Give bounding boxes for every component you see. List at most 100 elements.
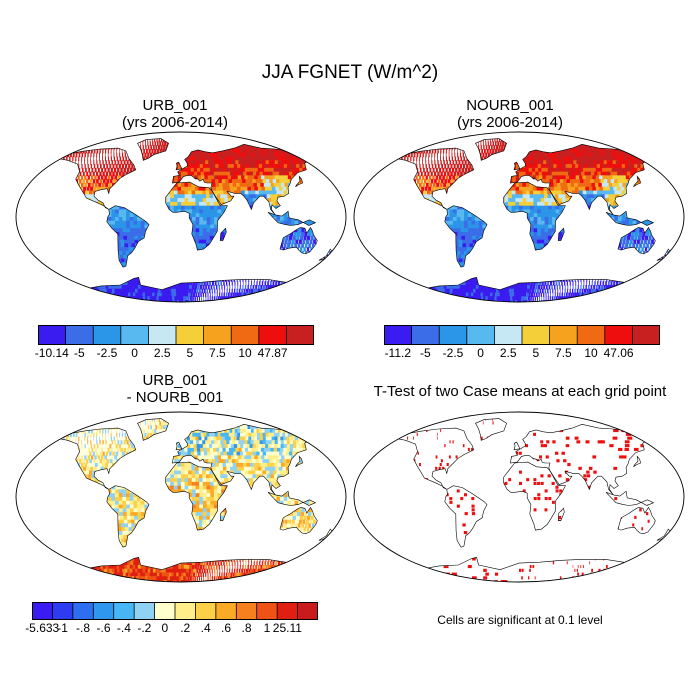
grid-cell: [400, 145, 405, 150]
grid-cell: [184, 198, 189, 203]
grid-cell: [543, 164, 549, 169]
grid-cell: [91, 292, 101, 297]
grid-cell: [60, 149, 64, 154]
grid-cell: [222, 167, 228, 173]
grid-cell: [197, 167, 202, 173]
grid-cell: [133, 217, 138, 222]
grid-cell: [191, 232, 196, 237]
grid-cell: [227, 164, 233, 169]
grid-cell: [110, 152, 112, 158]
grid-cell: [241, 160, 247, 165]
grid-cell: [284, 239, 288, 245]
grid-cell: [140, 285, 146, 290]
grid-cell: [96, 156, 97, 161]
grid-cell: [399, 152, 402, 158]
grid-cell: [194, 296, 196, 301]
grid-cell: [270, 292, 276, 297]
grid-cell: [129, 160, 132, 165]
grid-cell: [440, 152, 441, 158]
grid-cell: [296, 281, 300, 286]
grid-cell: [259, 138, 269, 143]
grid-cell: [121, 149, 123, 154]
grid-cell: [121, 300, 131, 302]
grid-cell: [372, 172, 373, 176]
grid-cell: [221, 209, 226, 214]
grid-cell: [219, 296, 222, 301]
grid-cell: [446, 160, 448, 165]
grid-cell: [181, 288, 184, 294]
grid-cell: [606, 164, 613, 169]
grid-cell: [533, 152, 538, 158]
grid-cell: [277, 141, 287, 146]
grid-cell: [37, 266, 44, 270]
grid-cell: [214, 152, 220, 158]
grid-cell: [105, 152, 106, 158]
grid-cell: [241, 300, 248, 302]
grid-cell: [287, 217, 292, 222]
grid-cell: [142, 145, 144, 150]
grid-cell: [177, 190, 182, 195]
grid-cell: [212, 164, 217, 169]
grid-cell: [606, 138, 616, 143]
grid-cell: [106, 164, 109, 169]
grid-cell: [382, 164, 383, 168]
grid-cell: [496, 138, 498, 143]
grid-cell: [227, 175, 233, 180]
grid-cell: [186, 288, 189, 294]
grid-cell: [289, 235, 293, 241]
grid-cell: [195, 186, 200, 192]
grid-cell: [213, 171, 219, 177]
grid-cell: [61, 152, 64, 158]
grid-cell: [219, 300, 223, 302]
grid-cell: [623, 145, 633, 150]
grid-cell: [284, 288, 289, 294]
grid-cell: [161, 292, 166, 297]
grid-cell: [232, 167, 238, 173]
grid-cell: [251, 190, 257, 195]
grid-cell: [226, 288, 228, 294]
grid-cell: [202, 198, 207, 203]
grid-cell: [251, 175, 257, 180]
grid-cell: [196, 164, 201, 169]
grid-cell: [220, 171, 225, 177]
grid-cell: [178, 285, 182, 290]
grid-cell: [135, 285, 141, 290]
grid-cell: [96, 138, 101, 143]
grid-cell: [176, 292, 180, 297]
grid-cell: [77, 292, 88, 297]
grid-cell: [219, 167, 225, 173]
grid-cell: [58, 149, 61, 154]
grid-cell: [177, 175, 182, 180]
grid-cell: [240, 281, 241, 286]
grid-cell: [525, 164, 530, 169]
grid-cell: [595, 138, 604, 143]
grid-cell: [111, 205, 116, 211]
grid-cell: [111, 217, 116, 222]
grid-cell: [530, 156, 535, 161]
grid-cell: [184, 205, 189, 211]
grid-cell: [235, 179, 241, 184]
grid-cell: [248, 190, 253, 195]
grid-cell: [129, 213, 134, 218]
grid-cell: [210, 205, 215, 211]
grid-cell: [174, 296, 178, 301]
grid-cell: [221, 292, 223, 297]
grid-cell: [81, 152, 84, 158]
grid-cell: [124, 152, 126, 158]
grid-cell: [432, 167, 435, 173]
grid-cell: [177, 171, 182, 177]
grid-cell: [86, 171, 89, 177]
grid-cell: [275, 171, 282, 177]
grid-cell: [286, 288, 292, 294]
grid-cell: [428, 164, 431, 169]
grid-cell: [257, 138, 266, 143]
grid-cell: [582, 160, 589, 165]
grid-cell: [187, 164, 192, 169]
grid-cell: [221, 156, 227, 161]
grid-cell: [241, 167, 247, 173]
grid-cell: [551, 156, 556, 161]
grid-cell: [289, 232, 294, 237]
grid-cell: [390, 153, 393, 157]
grid-cell: [259, 281, 261, 286]
grid-cell: [181, 183, 186, 188]
